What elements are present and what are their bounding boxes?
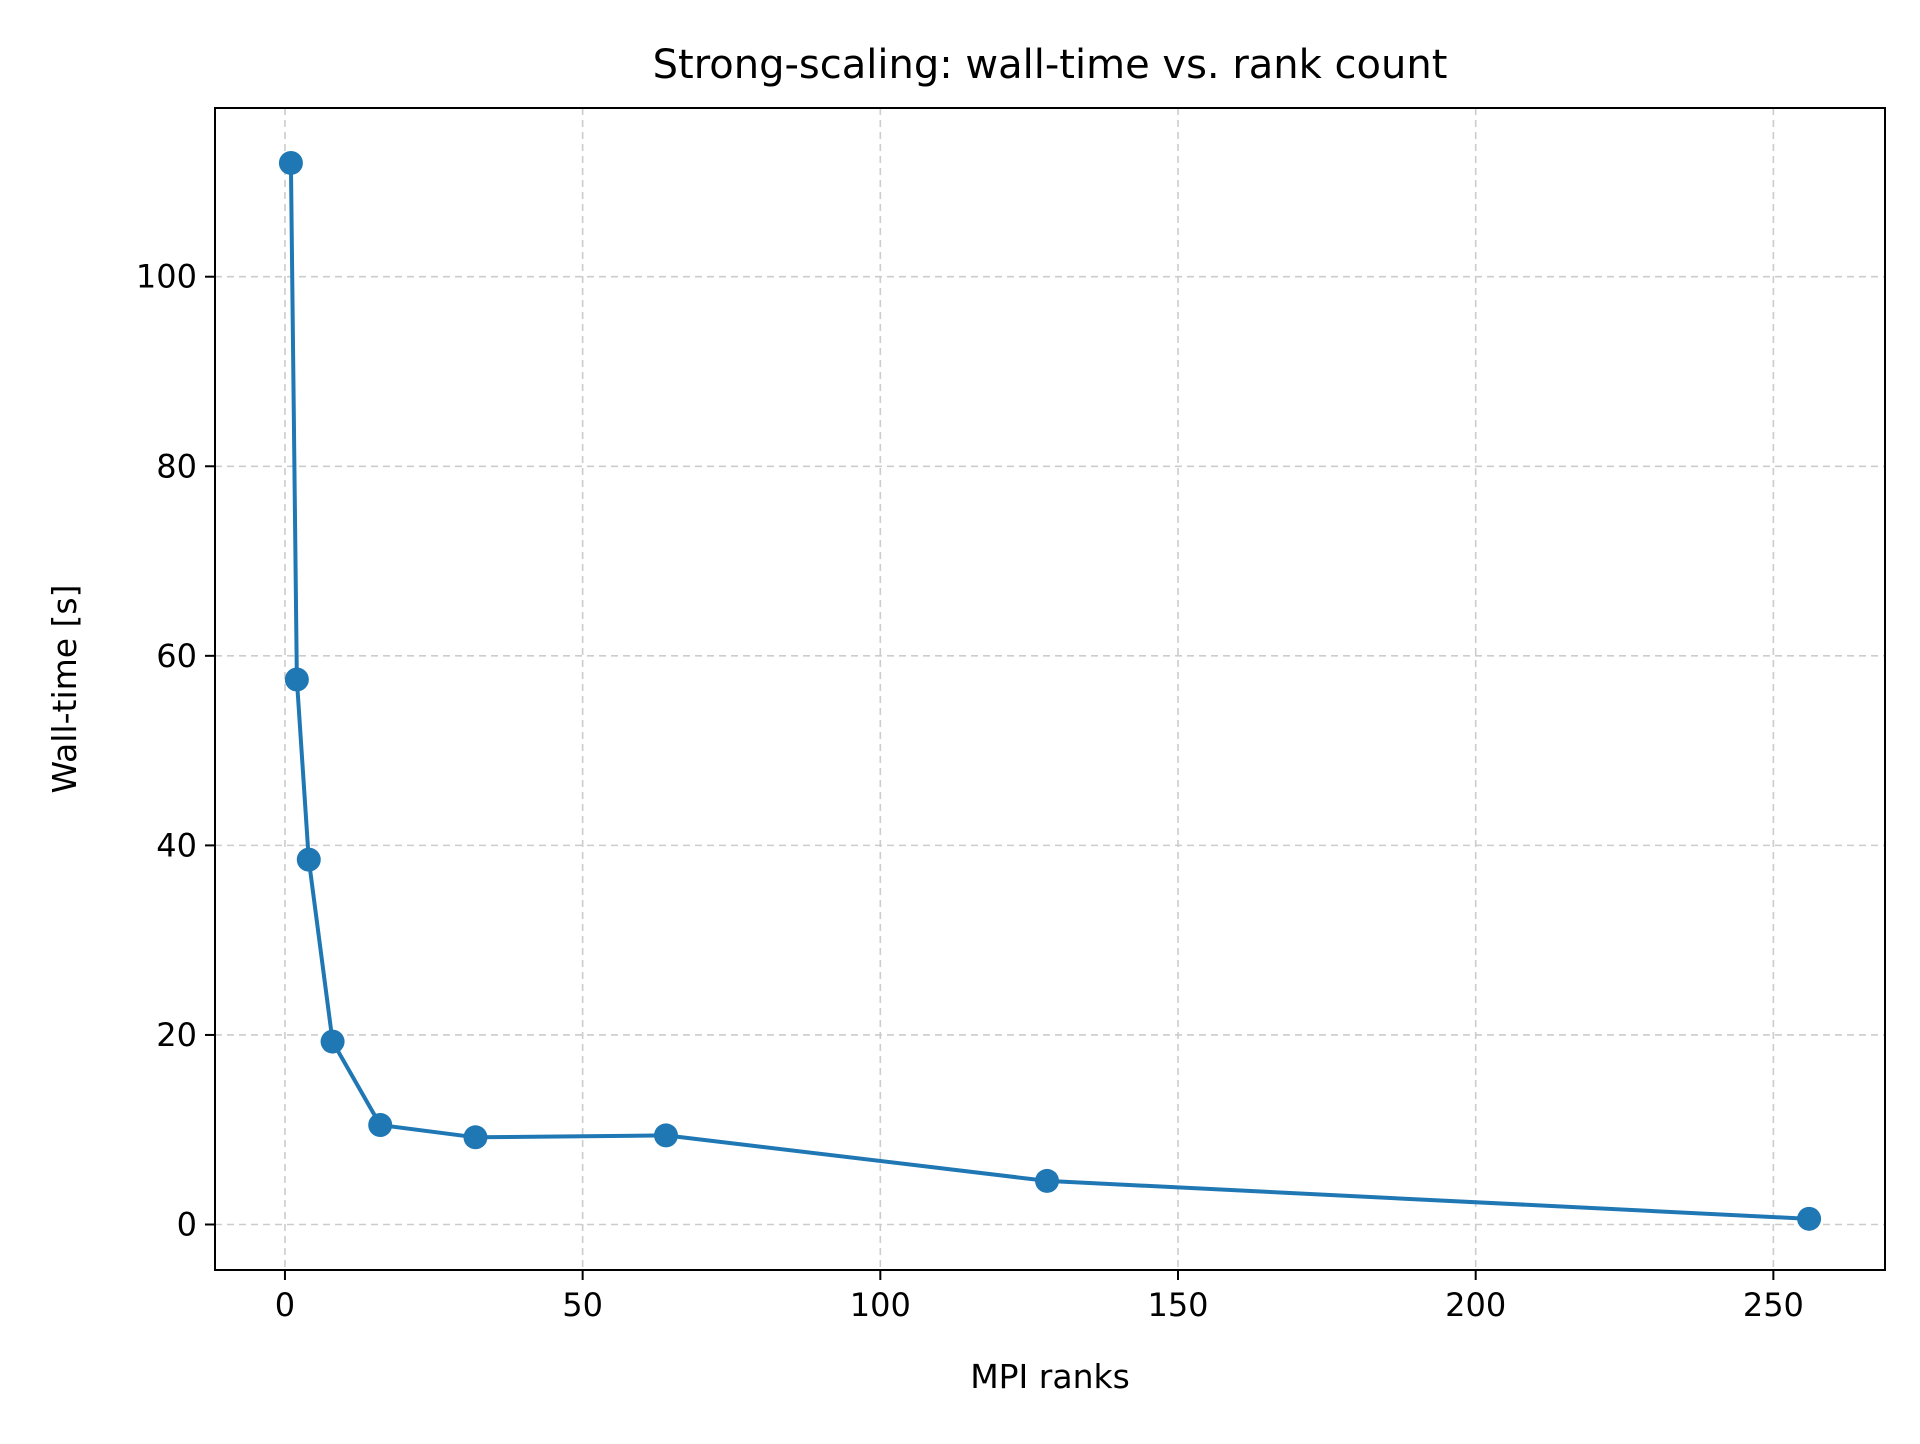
x-axis-label: MPI ranks (970, 1357, 1130, 1396)
y-tick-label: 80 (156, 447, 197, 485)
series-layer (288, 160, 1812, 1221)
marker-layer (278, 150, 1822, 1231)
data-point (284, 667, 309, 692)
plot-frame (214, 107, 1886, 1271)
data-point (1797, 1206, 1822, 1231)
chart-title: Strong-scaling: wall-time vs. rank count (653, 42, 1448, 88)
x-tick-label: 0 (275, 1286, 295, 1324)
x-tick-label: 250 (1743, 1286, 1804, 1324)
y-tick-label: 100 (136, 258, 197, 296)
x-tick-label: 200 (1445, 1286, 1506, 1324)
data-point (653, 1123, 678, 1148)
y-tick-label: 60 (156, 637, 197, 675)
x-tick-label: 150 (1147, 1286, 1208, 1324)
y-tick-label: 0 (177, 1206, 197, 1244)
data-point (1035, 1168, 1060, 1193)
x-tick-label: 100 (850, 1286, 911, 1324)
data-point (320, 1029, 345, 1054)
grid-layer (215, 108, 1885, 1270)
y-axis-ticks: 0 20 40 60 80 100 (136, 258, 215, 1244)
y-tick-label: 20 (156, 1016, 197, 1054)
data-point (296, 847, 321, 872)
series-line (288, 160, 1812, 1221)
x-axis-ticks: 0 50 100 150 200 250 (275, 1270, 1804, 1324)
y-tick-label: 40 (156, 826, 197, 864)
data-point (463, 1125, 488, 1150)
data-point (368, 1112, 393, 1137)
data-point (278, 150, 303, 175)
x-tick-label: 50 (562, 1286, 603, 1324)
y-axis-label: Wall-time [s] (45, 585, 84, 794)
